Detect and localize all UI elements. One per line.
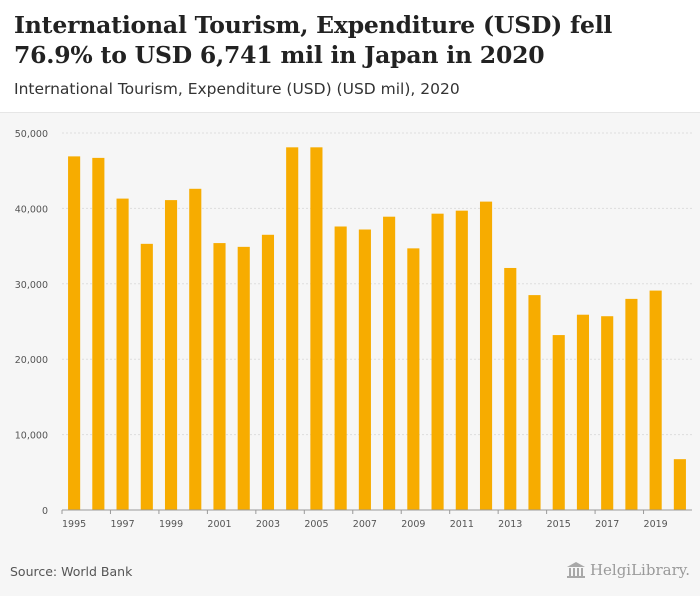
x-tick-label: 2017 — [595, 519, 619, 530]
x-tick-label: 2019 — [644, 519, 668, 530]
bar-2011 — [455, 210, 468, 511]
x-tick-label: 1999 — [159, 519, 183, 530]
y-tick-label: 30,000 — [15, 280, 48, 291]
y-tick-label: 10,000 — [15, 431, 48, 442]
library-building-icon — [566, 562, 585, 578]
x-tick-label: 2003 — [256, 519, 280, 530]
helgilibrary-logo[interactable]: HelgiLibrary. — [566, 561, 690, 579]
x-tick-label: 1997 — [110, 519, 134, 530]
x-tick-label: 2001 — [207, 519, 231, 530]
bar-chart: 0 10,000 20,000 30,000 40,000 50,000 1995 1997 1… — [15, 129, 692, 530]
bar-2013 — [504, 267, 517, 510]
chart-title: International Tourism, Expenditure (USD)… — [14, 11, 613, 69]
bar-2018 — [625, 298, 638, 510]
chart-subtitle: International Tourism, Expenditure (USD)… — [14, 80, 460, 98]
bar-2020 — [673, 459, 686, 510]
x-tick-label: 2013 — [498, 519, 522, 530]
y-tick-label: 0 — [42, 506, 48, 517]
x-tick-label: 2009 — [401, 519, 425, 530]
bar-2003 — [261, 234, 275, 510]
bar-2017 — [601, 316, 614, 510]
bar-2014 — [528, 295, 541, 510]
bar-layer — [68, 147, 686, 511]
bar-2004 — [286, 147, 299, 511]
x-tick-label: 2005 — [304, 519, 328, 530]
bar-2012 — [479, 201, 493, 510]
bar-1995 — [68, 156, 81, 510]
bar-2019 — [649, 290, 662, 510]
logo-text: HelgiLibrary. — [589, 561, 690, 579]
axis-layer: 0 10,000 20,000 30,000 40,000 50,000 1995 1997 1… — [15, 129, 692, 530]
bar-2000 — [189, 188, 202, 510]
source-note: Source: World Bank — [10, 564, 133, 579]
bar-1999 — [164, 200, 178, 510]
bar-2001 — [213, 243, 226, 511]
bar-2007 — [358, 229, 371, 510]
bar-1998 — [140, 243, 153, 510]
header: International Tourism, Expenditure (USD)… — [0, 0, 700, 113]
bar-2016 — [576, 314, 590, 510]
grid-layer — [62, 132, 692, 436]
bar-2002 — [237, 246, 250, 510]
bar-1997 — [116, 198, 129, 510]
y-tick-label: 50,000 — [15, 129, 48, 140]
y-tick-label: 20,000 — [15, 355, 48, 366]
bar-2005 — [310, 147, 323, 511]
x-tick-label: 2011 — [450, 519, 474, 530]
bar-2009 — [407, 248, 420, 510]
x-tick-label: 2007 — [353, 519, 377, 530]
bar-1996 — [92, 157, 105, 510]
x-tick-label: 1995 — [62, 519, 86, 530]
bar-2015 — [552, 335, 565, 510]
bar-2008 — [383, 216, 396, 510]
x-tick-label: 2015 — [547, 519, 571, 530]
y-tick-label: 40,000 — [15, 204, 48, 215]
bar-2010 — [431, 213, 444, 510]
bar-2006 — [334, 226, 347, 510]
